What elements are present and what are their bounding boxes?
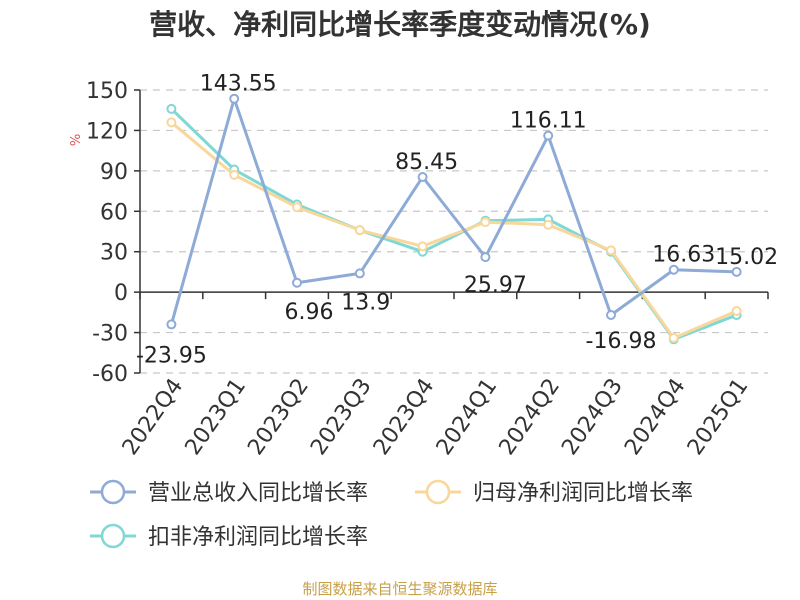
- x-tick-label: 2024Q2: [495, 374, 566, 460]
- legend-swatch-marker: [425, 479, 451, 505]
- x-tick-label: 2023Q3: [306, 374, 377, 460]
- legend-item[interactable]: 归母净利润同比增长率: [415, 479, 693, 506]
- data-point: [354, 225, 365, 236]
- y-tick-label: 30: [100, 241, 128, 266]
- data-label: 13.9: [341, 290, 390, 315]
- data-point: [480, 217, 491, 228]
- x-tick-label: 2024Q1: [432, 374, 503, 460]
- data-label: -16.98: [586, 329, 657, 354]
- data-point: [606, 245, 616, 256]
- y-tick-label: 0: [114, 281, 128, 306]
- series-lines: [166, 93, 742, 345]
- data-label: 16.63: [652, 243, 715, 268]
- legend-label: 扣非净利润同比增长率: [148, 525, 368, 550]
- data-point: [606, 310, 616, 321]
- source-note: 制图数据来自恒生聚源数据库: [302, 580, 497, 598]
- y-tick-label: -30: [92, 322, 128, 347]
- data-point: [292, 277, 302, 288]
- x-tick-label: 2024Q4: [620, 374, 691, 460]
- y-axis-label: %: [69, 134, 84, 146]
- data-label: 25.97: [464, 273, 527, 298]
- data-label: 85.45: [395, 150, 458, 175]
- data-labels: -23.95 143.55 6.96 13.9 85.45 25.97 116.11 -16.…: [136, 72, 778, 369]
- data-point: [166, 319, 177, 330]
- data-point: [668, 332, 679, 343]
- legend-swatch-marker: [100, 523, 126, 549]
- x-tick-label: 2025Q1: [683, 374, 754, 460]
- data-point: [229, 169, 240, 180]
- data-point: [668, 264, 679, 275]
- data-label: 143.55: [200, 72, 277, 97]
- data-point: [417, 241, 428, 252]
- data-label: 6.96: [285, 300, 334, 325]
- data-label: -23.95: [136, 343, 207, 368]
- legend-label: 归母净利润同比增长率: [473, 481, 693, 506]
- data-point: [166, 117, 177, 128]
- chart-title: 营收、净利同比增长率季度变动情况(%): [149, 8, 651, 41]
- x-tick-label: 2023Q2: [243, 374, 314, 460]
- data-label: 15.02: [715, 245, 778, 270]
- grid: [140, 89, 768, 374]
- series-line: [169, 97, 737, 325]
- data-point: [166, 103, 177, 114]
- axes: % -60-3003060901201502022Q42023Q12023Q22…: [69, 79, 769, 460]
- data-point: [543, 130, 554, 141]
- data-point: [480, 252, 491, 263]
- data-point: [731, 266, 742, 277]
- x-tick-label: 2024Q3: [557, 374, 628, 460]
- data-point: [731, 306, 742, 317]
- data-point: [543, 219, 554, 230]
- y-tick-label: 60: [100, 200, 128, 225]
- x-tick-label: 2022Q4: [118, 374, 189, 460]
- data-point: [229, 93, 240, 104]
- y-tick-label: 120: [86, 119, 128, 144]
- legend-item[interactable]: 营业总收入同比增长率: [90, 479, 368, 506]
- y-tick-label: -60: [92, 362, 128, 387]
- legend-label: 营业总收入同比增长率: [148, 481, 368, 506]
- x-tick-label: 2023Q1: [181, 374, 252, 460]
- y-tick-label: 150: [86, 79, 128, 104]
- legend-swatch-marker: [100, 479, 126, 505]
- x-tick-label: 2023Q4: [369, 374, 440, 460]
- data-point: [354, 268, 365, 279]
- legend-item[interactable]: 扣非净利润同比增长率: [90, 523, 368, 550]
- y-tick-label: 90: [100, 160, 128, 185]
- data-point: [292, 202, 302, 213]
- data-point: [417, 171, 428, 182]
- data-label: 116.11: [510, 109, 587, 134]
